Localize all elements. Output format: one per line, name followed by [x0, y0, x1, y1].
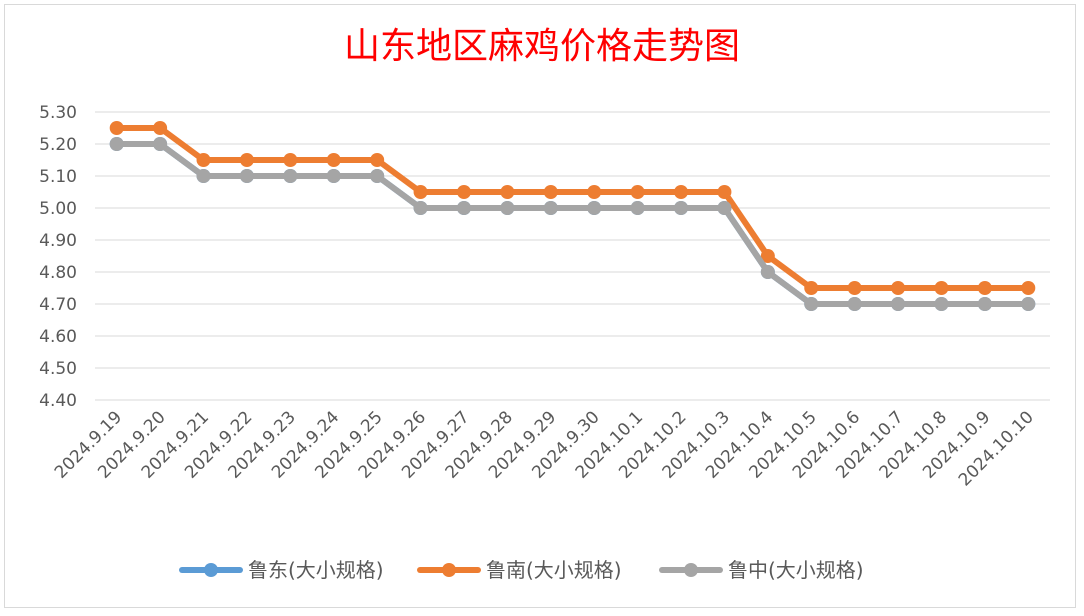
data-point: [239, 169, 254, 183]
y-axis-ticks: 5.30 5.20 5.10 5.00 4.90 4.80 4.70 4.60 4.50 4.40: [39, 103, 77, 411]
data-point: [760, 249, 775, 263]
legend-item-0[interactable]: 鲁东(大小规格): [179, 558, 384, 582]
gridlines: [95, 111, 1050, 401]
data-point: [370, 169, 385, 183]
series-line: [113, 141, 1032, 307]
data-point: [587, 185, 602, 199]
chart-title: 山东地区麻鸡价格走势图: [344, 26, 740, 67]
data-point: [109, 121, 124, 135]
data-point: [413, 201, 428, 215]
data-point: [804, 281, 819, 295]
data-point: [543, 201, 558, 215]
data-point: [153, 137, 168, 151]
data-point: [153, 121, 168, 135]
y-tick-label: 4.90: [39, 231, 77, 251]
data-point: [283, 169, 298, 183]
legend-label: 鲁东(大小规格): [248, 558, 384, 582]
legend-label: 鲁中(大小规格): [728, 558, 864, 582]
data-point: [413, 185, 428, 199]
legend-item-1[interactable]: 鲁南(大小规格): [417, 558, 622, 582]
data-point: [674, 201, 689, 215]
data-point: [239, 153, 254, 167]
data-point: [543, 185, 558, 199]
data-point: [1021, 281, 1036, 295]
legend[interactable]: 鲁东(大小规格) 鲁南(大小规格) 鲁中(大小规格): [179, 558, 864, 582]
y-tick-label: 4.60: [39, 327, 77, 347]
series-1: [109, 121, 1036, 295]
data-point: [847, 281, 862, 295]
y-tick-label: 4.40: [39, 391, 77, 411]
data-point: [760, 265, 775, 279]
data-point: [587, 201, 602, 215]
data-point: [196, 153, 211, 167]
data-point: [891, 281, 906, 295]
data-point: [370, 153, 385, 167]
data-point: [891, 297, 906, 311]
y-tick-label: 4.70: [39, 295, 77, 315]
data-point: [717, 201, 732, 215]
y-tick-label: 5.00: [39, 199, 77, 219]
y-tick-label: 5.10: [39, 167, 77, 187]
data-point: [326, 153, 341, 167]
x-axis-ticks: 2024.9.192024.9.202024.9.212024.9.222024…: [51, 407, 1038, 490]
data-point: [804, 297, 819, 311]
legend-marker: [204, 563, 218, 577]
data-point: [977, 297, 992, 311]
y-tick-label: 5.30: [39, 103, 77, 123]
data-point: [456, 201, 471, 215]
data-point: [977, 281, 992, 295]
data-point: [847, 297, 862, 311]
data-point: [456, 185, 471, 199]
data-point: [500, 185, 515, 199]
y-tick-label: 4.80: [39, 263, 77, 283]
data-point: [934, 297, 949, 311]
data-point: [934, 281, 949, 295]
y-tick-label: 4.50: [39, 359, 77, 379]
data-point: [717, 185, 732, 199]
legend-marker: [442, 563, 456, 577]
y-tick-label: 5.20: [39, 135, 77, 155]
legend-marker: [684, 563, 698, 577]
data-point: [283, 153, 298, 167]
data-point: [326, 169, 341, 183]
legend-item-2[interactable]: 鲁中(大小规格): [659, 558, 864, 582]
data-point: [500, 201, 515, 215]
data-point: [630, 185, 645, 199]
series-2: [109, 137, 1036, 311]
data-point: [674, 185, 689, 199]
data-point: [196, 169, 211, 183]
data-point: [1021, 297, 1036, 311]
legend-label: 鲁南(大小规格): [486, 558, 622, 582]
series-line: [113, 141, 1032, 307]
data-point: [630, 201, 645, 215]
series-group: [109, 121, 1036, 311]
data-point: [109, 137, 124, 151]
series-line: [113, 125, 1032, 291]
